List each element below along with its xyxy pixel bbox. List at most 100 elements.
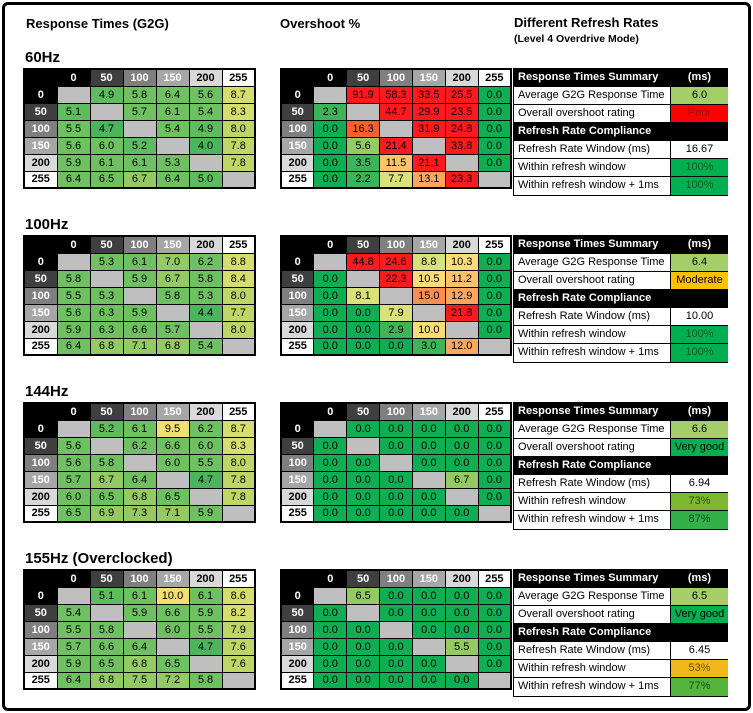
matrix-row-header: 255 (23, 504, 58, 523)
matrix-cell: 7.8 (221, 487, 256, 506)
summary-row-label: Refresh Rate Window (ms) (514, 141, 671, 158)
summary-row-label: Refresh Rate Window (ms) (514, 308, 671, 325)
matrix-cell: 0.0 (477, 487, 512, 506)
matrix-col-header: 200 (444, 402, 479, 421)
summary-row: Refresh Rate Window (ms) 16.67 (514, 141, 728, 159)
summary-row: Average G2G Response Time 6.0 (514, 87, 728, 105)
summary-row-value: 53% (671, 660, 728, 677)
matrix-cell: 6.2 (188, 252, 223, 271)
summary-panel: Response Times Summary (ms) Average G2G Re… (513, 68, 728, 196)
matrix-cell: 0.0 (346, 487, 381, 506)
summary-row-value: Moderate (671, 272, 728, 289)
matrix-cell: 7.3 (122, 504, 157, 523)
summary-row-value: 10.00 (671, 308, 728, 325)
refresh-rates-column-header: Different Refresh Rates (Level 4 Overdri… (512, 15, 748, 45)
matrix-col-header: 255 (221, 235, 256, 254)
matrix-cell: 0.0 (313, 620, 348, 639)
matrix-cell: 5.5 (56, 620, 91, 639)
summary-row-value: 73% (671, 493, 728, 510)
matrix-cell (379, 119, 413, 138)
matrix-col-header: 100 (379, 569, 413, 588)
matrix-cell: 0.0 (313, 487, 348, 506)
matrix-cell: 12.9 (444, 286, 479, 305)
matrix-cell (122, 286, 157, 305)
matrix-cell: 6.5 (89, 170, 124, 189)
matrix-cell (313, 85, 348, 104)
matrix-cell: 6.1 (188, 586, 223, 605)
matrix-cell: 0.0 (444, 620, 479, 639)
matrix-row-header: 150 (280, 637, 315, 656)
summary-panel: Response Times Summary (ms) Average G2G Re… (513, 569, 728, 697)
matrix-col-header: 200 (444, 235, 479, 254)
matrix-cell: 6.5 (89, 487, 124, 506)
matrix-cell: 6.7 (89, 470, 124, 489)
matrix-cell (346, 102, 381, 121)
matrix-cell: 2.9 (379, 320, 413, 339)
matrix-cell: 6.1 (155, 102, 190, 121)
matrix-cell (188, 487, 223, 506)
matrix-row-header: 255 (280, 671, 315, 690)
matrix-cell: 5.8 (122, 85, 157, 104)
matrix-cell: 0.0 (313, 637, 348, 656)
matrix-row-header: 50 (280, 269, 315, 288)
matrix-cell: 4.9 (89, 85, 124, 104)
matrix-cell: 7.7 (221, 303, 256, 322)
summary-row: Overall overshoot rating Moderate (514, 272, 728, 290)
matrix-row-header: 0 (280, 85, 315, 104)
matrix-row-header: 100 (280, 119, 315, 138)
matrix-row-header: 200 (23, 153, 58, 172)
matrix-cell: 8.0 (221, 119, 256, 138)
matrix-cell: 0.0 (477, 269, 512, 288)
matrix-cell: 0.0 (444, 603, 479, 622)
matrix-col-header: 150 (155, 68, 190, 87)
matrix-cell: 5.9 (188, 603, 223, 622)
matrix-cell: 7.0 (155, 252, 190, 271)
matrix-cell: 0.0 (444, 419, 479, 438)
matrix-row-header: 50 (23, 269, 58, 288)
matrix-col-header: 200 (188, 402, 223, 421)
summary-row: Within refresh window 100% (514, 326, 728, 344)
matrix-cell: 0.0 (346, 337, 381, 356)
matrix-cell: 5.9 (56, 654, 91, 673)
matrix-row-header: 255 (23, 671, 58, 690)
summary-row-label: Within refresh window + 1ms (514, 344, 671, 362)
overshoot-matrix: 0 50 100 150 200 255 0 6.5 0.0 0.0 0.0 0.0 50 0.0 0.0 0… (280, 569, 512, 690)
matrix-cell (56, 252, 91, 271)
matrix-cell: 0.0 (346, 671, 381, 690)
matrix-cell: 6.4 (155, 170, 190, 189)
matrix-cell: 7.6 (221, 654, 256, 673)
matrix-cell: 0.0 (313, 504, 348, 523)
matrix-cell: 6.0 (89, 136, 124, 155)
matrix-cell: 0.0 (477, 153, 512, 172)
freq-label: 144Hz (25, 383, 69, 400)
matrix-row-header: 200 (280, 153, 315, 172)
matrix-cell: 91.9 (346, 85, 381, 104)
matrix-corner-cell (280, 235, 315, 254)
summary-row-value: 100% (671, 177, 728, 195)
matrix-row-header: 200 (23, 487, 58, 506)
matrix-cell (221, 170, 256, 189)
matrix-cell (477, 337, 512, 356)
matrix-row-header: 200 (23, 320, 58, 339)
matrix-cell: 7.1 (122, 337, 157, 356)
matrix-cell: 5.8 (89, 620, 124, 639)
matrix-row-header: 50 (280, 603, 315, 622)
matrix-col-header: 100 (379, 402, 413, 421)
titlebar: Response Times (G2G) Overshoot % Differe… (18, 15, 748, 45)
matrix-cell (346, 269, 381, 288)
matrix-cell: 0.0 (477, 436, 512, 455)
matrix-cell: 0.0 (444, 504, 479, 523)
matrix-cell: 0.0 (346, 453, 381, 472)
summary-row-value: Very good (671, 606, 728, 623)
matrix-cell: 11.5 (379, 153, 413, 172)
matrix-cell: 5.9 (122, 603, 157, 622)
matrix-cell: 0.0 (313, 170, 348, 189)
matrix-cell: 0.0 (346, 419, 381, 438)
matrix-col-header: 50 (89, 402, 124, 421)
matrix-row-header: 100 (23, 286, 58, 305)
matrix-row-header: 255 (23, 170, 58, 189)
matrix-cell: 33.5 (411, 85, 446, 104)
matrix-cell: 5.0 (188, 170, 223, 189)
summary-row-label: Within refresh window + 1ms (514, 177, 671, 195)
matrix-cell: 0.0 (313, 286, 348, 305)
